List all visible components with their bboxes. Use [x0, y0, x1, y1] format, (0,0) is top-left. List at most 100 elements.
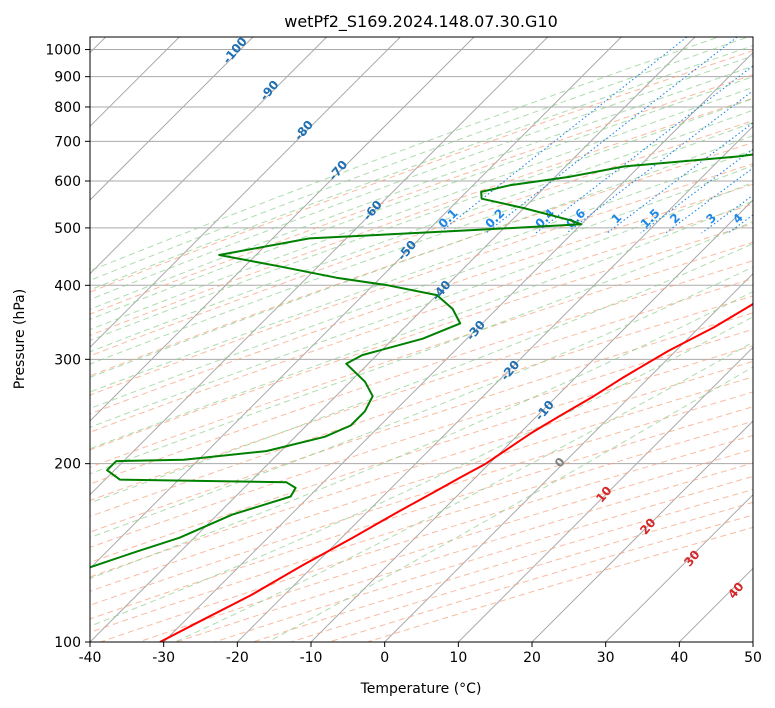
moist-adiabat-line — [90, 65, 753, 310]
line-labels: 0.10.20.40.611.52346810131620253036-100-… — [220, 34, 775, 602]
moist-adiabat-line — [90, 135, 753, 378]
background-lines — [90, 35, 775, 642]
y-tick-label: 800 — [54, 100, 81, 116]
mixing-ratio-line — [640, 148, 753, 234]
mixing-ratio-line — [485, 37, 738, 234]
isotherm-line — [90, 37, 328, 275]
x-tick-label: -10 — [300, 650, 323, 666]
isotherm-line — [163, 51, 753, 642]
dry-adiabat-line — [90, 183, 753, 415]
dry-adiabat-line — [90, 74, 753, 315]
y-tick-label: 900 — [54, 70, 81, 86]
x-tick-label: 20 — [523, 650, 541, 666]
mixing-ratio-line — [665, 167, 753, 234]
dry-adiabat-label: -80 — [291, 118, 316, 144]
dry-adiabat-line — [90, 50, 753, 293]
x-tick-label: 40 — [670, 650, 688, 666]
moist-adiabat-line — [90, 181, 753, 428]
y-tick-label: 400 — [54, 278, 81, 294]
x-tick-label: 10 — [449, 650, 467, 666]
dry-adiabat-line — [90, 391, 753, 606]
y-tick-label: 700 — [54, 134, 81, 150]
plot-frame — [89, 36, 754, 643]
temperature-line — [159, 302, 753, 642]
isotherm-line — [90, 37, 622, 570]
profile-curves — [90, 153, 753, 642]
dry-adiabat-line — [98, 434, 753, 642]
moist-adiabat-line — [90, 122, 753, 365]
mixing-ratio-line — [535, 65, 753, 234]
mixing-ratio-label: 2 — [667, 211, 683, 227]
moist-adiabat-line — [90, 149, 753, 393]
chart-title: wetPf2_S169.2024.148.07.30.G10 — [284, 12, 558, 32]
moist-adiabat-label: 40 — [725, 580, 746, 602]
moist-adiabat-line — [267, 366, 753, 642]
isotherm-line — [90, 37, 696, 642]
isotherm-line — [310, 199, 753, 642]
moist-adiabat-line — [90, 109, 753, 353]
moist-adiabat-line — [90, 266, 753, 539]
moist-adiabat-line — [90, 55, 753, 301]
x-tick-label: 30 — [597, 650, 615, 666]
mixing-ratio-label: 0.2 — [482, 206, 507, 231]
dry-adiabat-line — [90, 328, 753, 548]
y-tick-label: 200 — [54, 457, 81, 473]
y-tick-label: 100 — [54, 635, 81, 651]
y-tick-label: 500 — [54, 221, 81, 237]
x-axis: -40 -30 -20 -10 0 10 20 30 40 50 — [79, 642, 762, 666]
moist-adiabat-label: 0 — [552, 455, 568, 470]
moist-adiabat-line — [90, 316, 753, 627]
isotherm-line — [384, 272, 753, 642]
moist-adiabat-line — [90, 291, 753, 579]
x-tick-label: -30 — [152, 650, 175, 666]
dry-adiabat-label: -70 — [326, 158, 351, 184]
mixing-ratio-line — [727, 214, 753, 234]
mixing-ratio-label: 1 — [609, 211, 625, 227]
mixing-ratio-line — [566, 90, 753, 234]
moist-adiabat-line — [90, 86, 753, 331]
moist-adiabat-line — [90, 242, 753, 504]
x-tick-label: -40 — [79, 650, 102, 666]
dewpoint-line — [90, 153, 753, 569]
isotherm-line — [90, 37, 549, 496]
isotherm-line — [90, 37, 401, 349]
x-tick-label: 50 — [744, 650, 762, 666]
x-tick-label: 0 — [380, 650, 389, 666]
y-tick-label: 1000 — [45, 43, 81, 59]
isotherm-line — [457, 346, 753, 642]
dry-adiabat-label: -90 — [257, 78, 282, 104]
dry-adiabat-line — [90, 360, 753, 578]
moist-adiabat-label: 30 — [681, 548, 702, 570]
dry-adiabat-label: -100 — [220, 34, 250, 66]
moist-adiabat-line — [90, 37, 750, 281]
mixing-ratio-label: 3 — [703, 211, 719, 227]
dry-adiabat-line — [90, 241, 753, 468]
y-tick-label: 300 — [54, 352, 81, 368]
isotherm-line — [531, 420, 753, 642]
moist-adiabat-line — [90, 220, 753, 475]
dry-adiabat-line — [90, 97, 753, 336]
mixing-ratio-label: 6 — [769, 211, 775, 227]
moist-adiabat-label: 10 — [593, 484, 614, 506]
dry-adiabat-line — [90, 312, 753, 533]
moist-adiabat-line — [90, 76, 753, 320]
moist-adiabat-line — [90, 200, 753, 450]
isotherm-line — [236, 125, 753, 642]
mixing-ratio-label: 4 — [730, 211, 746, 227]
moist-adiabat-line — [90, 44, 753, 291]
y-tick-label: 600 — [54, 174, 81, 190]
isotherm-line — [90, 37, 475, 422]
x-axis-label: Temperature (°C) — [360, 681, 482, 697]
moist-adiabat-line — [90, 164, 753, 410]
x-tick-label: -20 — [226, 650, 249, 666]
isotherm-line — [752, 641, 753, 642]
moist-adiabat-line — [90, 37, 721, 272]
mixing-ratio-line — [767, 35, 775, 234]
moist-adiabat-line — [90, 98, 753, 341]
dry-adiabat-line — [90, 222, 753, 451]
y-axis: 1000 900 800 700 600 500 400 300 200 100 — [45, 43, 90, 651]
dry-adiabat-line — [90, 278, 753, 501]
isotherm-line — [90, 37, 254, 201]
mixing-ratio-label: 1.5 — [638, 206, 663, 231]
